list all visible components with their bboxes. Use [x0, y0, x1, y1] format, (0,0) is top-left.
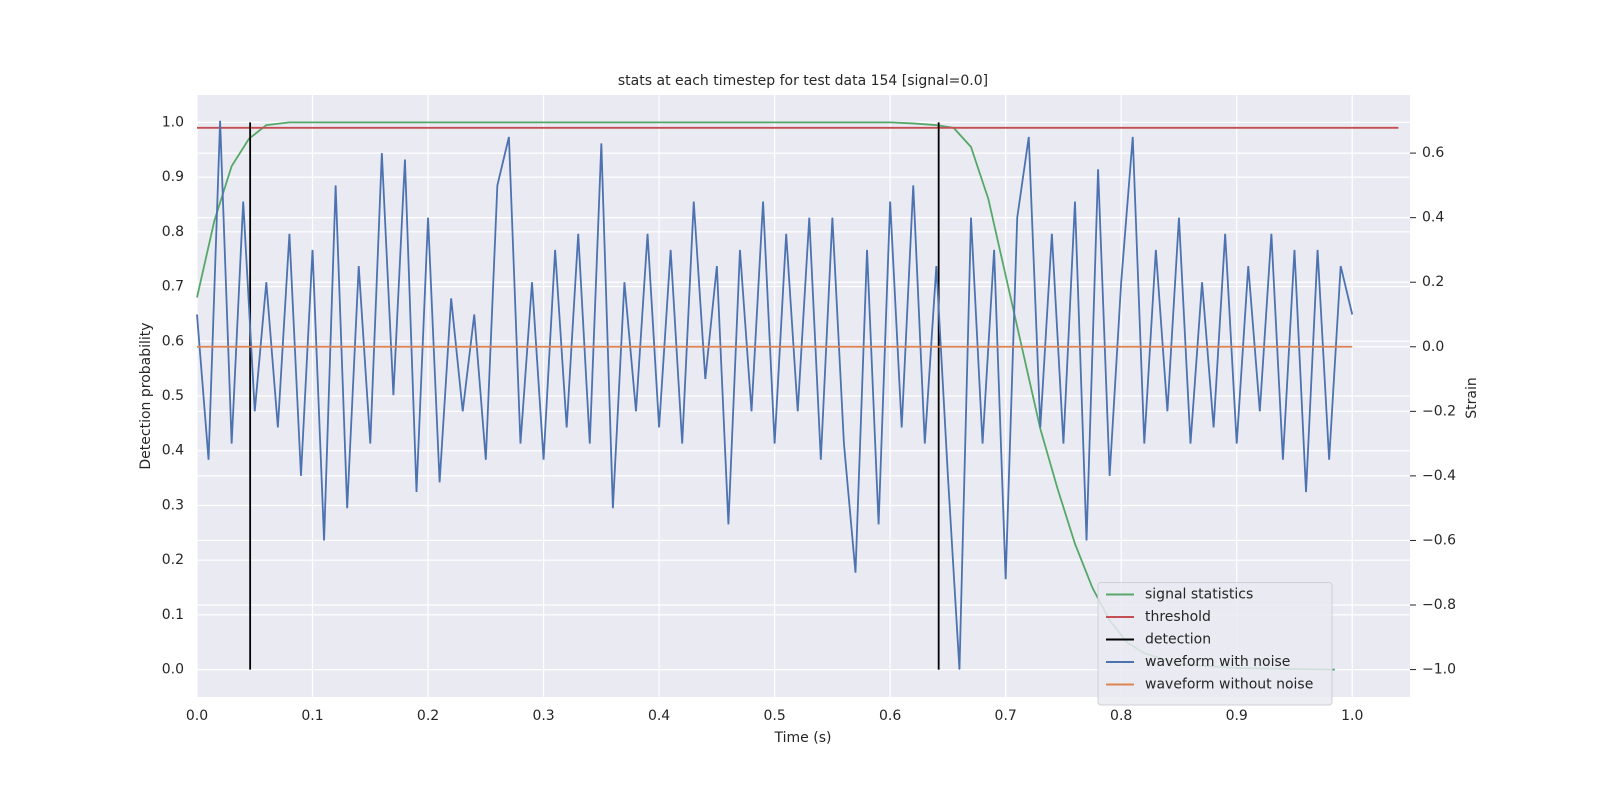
y-axis-label: Detection probability [138, 322, 154, 469]
y-tick-label: 0.3 [162, 497, 184, 513]
x-tick-label: 0.0 [186, 708, 208, 724]
y-tick-label: 0.4 [162, 443, 184, 459]
x-tick-label: 0.6 [879, 708, 901, 724]
legend-box [1097, 582, 1333, 706]
y-tick-label: 0.2 [162, 552, 184, 568]
x-tick-label: 0.2 [417, 708, 439, 724]
y2-tick-label: 0.6 [1422, 145, 1444, 161]
y-tick-label: 0.0 [162, 662, 184, 678]
x-tick-label: 0.7 [995, 708, 1017, 724]
legend-label: detection [1145, 632, 1211, 648]
series-line [196, 120, 1354, 670]
x-tick-label: 0.1 [301, 708, 323, 724]
y-tick-label: 0.5 [162, 388, 184, 404]
y-tick-label: 0.6 [162, 333, 184, 349]
y2-tick-label: −1.0 [1422, 662, 1456, 678]
y-tick-label: 0.9 [162, 169, 184, 185]
chart-title: stats at each timestep for test data 154… [618, 73, 988, 89]
y-tick-label: 0.8 [162, 224, 184, 240]
y2-tick-label: 0.4 [1422, 210, 1444, 226]
y2-tick-label: −0.6 [1422, 532, 1456, 548]
x-tick-label: 0.3 [532, 708, 554, 724]
legend-label: threshold [1145, 609, 1211, 625]
y2-tick-label: −0.8 [1422, 597, 1456, 613]
x-tick-label: 0.9 [1226, 708, 1248, 724]
legend-label: waveform with noise [1145, 654, 1290, 670]
x-tick-label: 0.4 [648, 708, 670, 724]
y2-tick-label: −0.2 [1422, 403, 1456, 419]
x-axis-label: Time (s) [774, 730, 832, 746]
y-tick-label: 0.1 [162, 607, 184, 623]
y-tick-label: 1.0 [162, 114, 184, 130]
y-tick-label: 0.7 [162, 279, 184, 295]
x-tick-label: 0.5 [763, 708, 785, 724]
legend-label: waveform without noise [1145, 677, 1313, 693]
x-tick-label: 0.8 [1110, 708, 1132, 724]
y2-tick-label: 0.0 [1422, 339, 1444, 355]
y2-axis-label: Strain [1464, 377, 1480, 418]
legend-label: signal statistics [1145, 587, 1253, 603]
y2-tick-label: −0.4 [1422, 468, 1456, 484]
y2-tick-label: 0.2 [1422, 274, 1444, 290]
x-tick-label: 1.0 [1341, 708, 1363, 724]
